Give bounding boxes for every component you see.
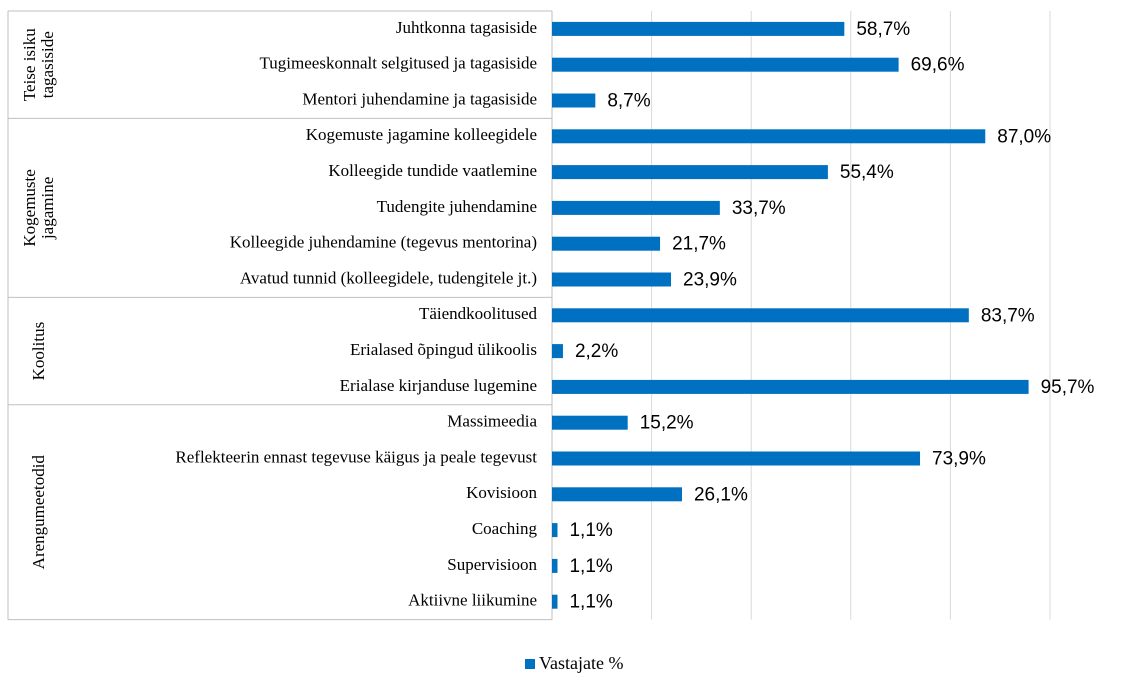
- value-label: 58,7%: [856, 19, 910, 40]
- bar: [552, 344, 563, 359]
- bar: [552, 21, 845, 36]
- value-label: 23,9%: [683, 270, 737, 291]
- category-label: Erialase kirjanduse lugemine: [340, 376, 537, 395]
- category-label: Kovisioon: [466, 483, 537, 502]
- category-label: Juhtkonna tagasiside: [396, 18, 537, 37]
- bar: [552, 200, 720, 215]
- group-label: jagamine: [38, 177, 57, 240]
- value-label: 21,7%: [672, 234, 726, 255]
- value-label: 87,0%: [997, 126, 1051, 147]
- category-label: Reflekteerin ennast tegevuse käigus ja p…: [175, 447, 537, 466]
- legend-label: Vastajate %: [539, 653, 623, 673]
- bar: [552, 451, 921, 466]
- bar: [552, 308, 969, 323]
- bar: [552, 487, 682, 502]
- category-label: Kolleegide juhendamine (tegevus mentorin…: [230, 233, 537, 252]
- value-label: 1,1%: [569, 592, 612, 613]
- bar: [552, 379, 1029, 394]
- group-label: Teise isiku: [20, 28, 39, 101]
- value-label: 1,1%: [569, 556, 612, 577]
- category-label: Erialased õpingud ülikoolis: [350, 340, 537, 359]
- value-label: 73,9%: [932, 449, 986, 470]
- category-label: Supervisioon: [447, 555, 537, 574]
- category-label: Mentori juhendamine ja tagasiside: [302, 89, 537, 108]
- value-label: 26,1%: [694, 484, 748, 505]
- bar: [552, 236, 661, 251]
- bar: [552, 558, 558, 573]
- bar: [552, 594, 558, 609]
- bar: [552, 272, 672, 287]
- bar: [552, 129, 986, 144]
- bar: [552, 523, 558, 538]
- value-label: 2,2%: [575, 341, 618, 362]
- value-label: 69,6%: [911, 55, 965, 76]
- bar: [552, 165, 828, 180]
- bar: [552, 93, 596, 108]
- value-label: 55,4%: [840, 162, 894, 183]
- group-label: tagasiside: [38, 31, 57, 98]
- category-label: Tugimeeskonnalt selgitused ja tagasiside: [260, 54, 537, 73]
- bar: [552, 57, 899, 72]
- category-label: Täiendkoolitused: [419, 304, 538, 323]
- bar: [552, 415, 628, 430]
- value-label: 8,7%: [607, 91, 650, 112]
- group-label: Kogemuste: [20, 169, 39, 246]
- value-label: 15,2%: [640, 413, 694, 434]
- category-label: Avatud tunnid (kolleegidele, tudengitele…: [240, 268, 537, 287]
- value-label: 95,7%: [1041, 377, 1095, 398]
- value-label: 33,7%: [732, 198, 786, 219]
- value-label: 1,1%: [569, 520, 612, 541]
- category-label: Kogemuste jagamine kolleegidele: [306, 125, 537, 144]
- category-label: Coaching: [472, 519, 538, 538]
- value-label: 83,7%: [981, 305, 1035, 326]
- group-label: Arengumeetodid: [29, 455, 48, 570]
- category-label: Kolleegide tundide vaatlemine: [328, 161, 537, 180]
- category-label: Massimeedia: [447, 412, 537, 431]
- group-label: Koolitus: [29, 322, 48, 381]
- category-label: Tudengite juhendamine: [377, 197, 537, 216]
- legend-swatch: [525, 659, 535, 669]
- category-label: Aktiivne liikumine: [408, 591, 537, 610]
